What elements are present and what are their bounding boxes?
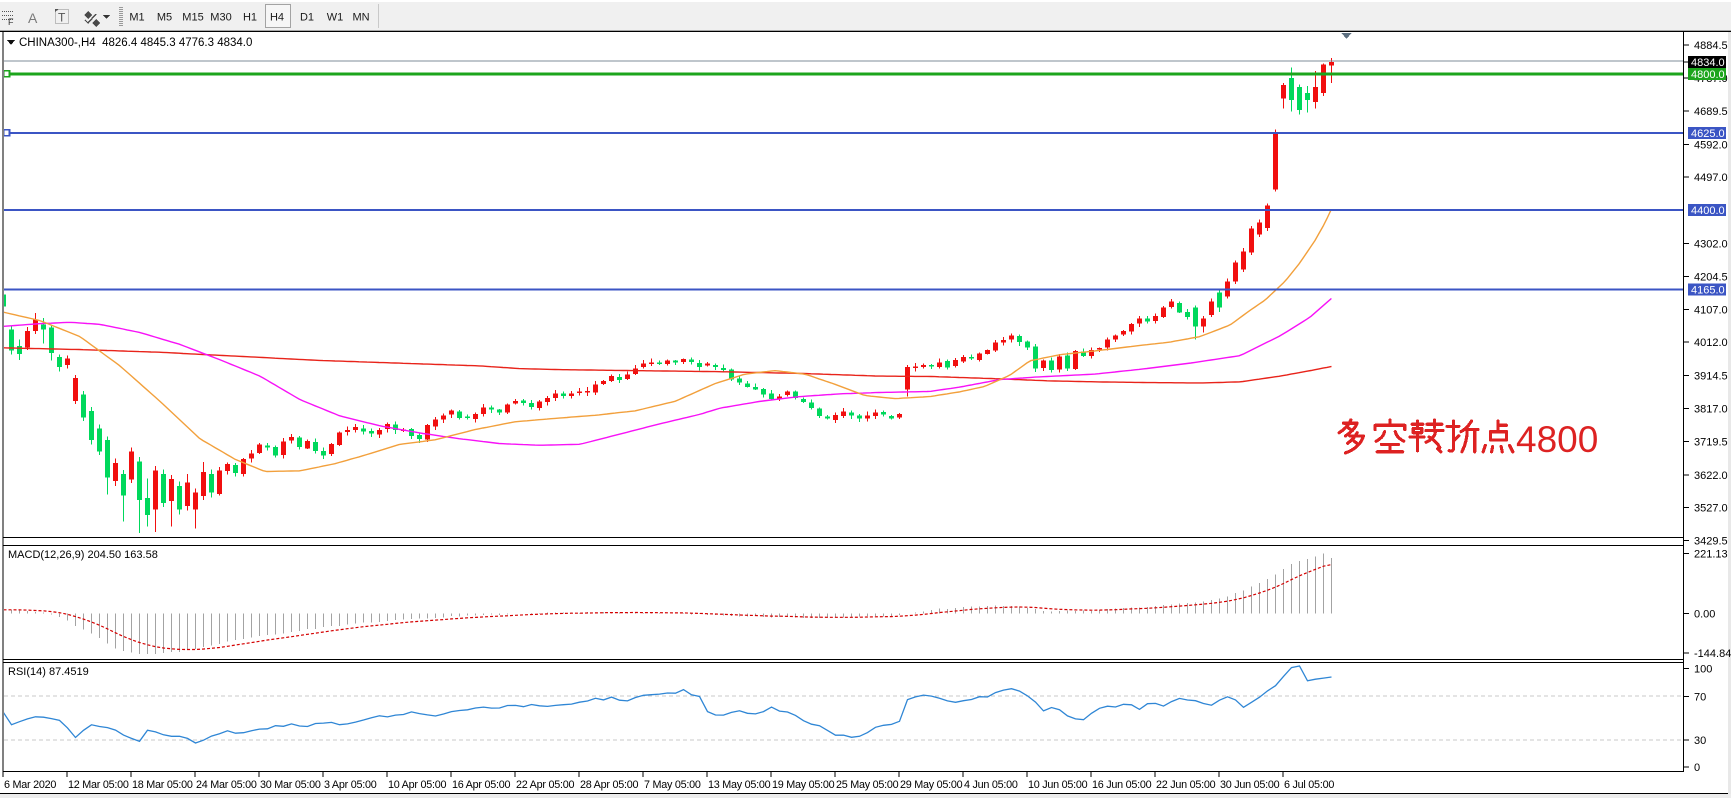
svg-text:3622.0: 3622.0: [1694, 470, 1728, 482]
svg-text:4884.5: 4884.5: [1694, 40, 1728, 52]
svg-text:3914.5: 3914.5: [1694, 370, 1728, 382]
svg-text:4497.0: 4497.0: [1694, 172, 1728, 184]
svg-text:3429.5: 3429.5: [1694, 536, 1728, 548]
svg-text:16 Jun 05:00: 16 Jun 05:00: [1092, 779, 1152, 791]
svg-text:12 Mar 05:00: 12 Mar 05:00: [68, 779, 129, 791]
svg-text:70: 70: [1694, 691, 1706, 703]
svg-text:F: F: [8, 17, 14, 27]
svg-text:4165.0: 4165.0: [1691, 284, 1725, 296]
svg-text:4012.0: 4012.0: [1694, 337, 1728, 349]
svg-text:24 Mar 05:00: 24 Mar 05:00: [196, 779, 257, 791]
svg-text:100: 100: [1694, 664, 1712, 676]
svg-text:4800: 4800: [1516, 419, 1598, 460]
svg-text:6 Mar 2020: 6 Mar 2020: [4, 779, 56, 791]
svg-text:19 May 05:00: 19 May 05:00: [772, 779, 835, 791]
svg-text:10 Apr 05:00: 10 Apr 05:00: [388, 779, 446, 791]
svg-text:4625.0: 4625.0: [1691, 128, 1725, 140]
svg-text:6 Jul 05:00: 6 Jul 05:00: [1284, 779, 1334, 791]
svg-text:30: 30: [1694, 735, 1706, 747]
svg-text:0.00: 0.00: [1694, 609, 1715, 621]
svg-text:4204.5: 4204.5: [1694, 272, 1728, 284]
svg-text:4800.0: 4800.0: [1691, 69, 1725, 81]
svg-text:MACD(12,26,9) 204.50 163.58: MACD(12,26,9) 204.50 163.58: [8, 549, 158, 561]
svg-text:H1: H1: [243, 12, 257, 24]
svg-text:D1: D1: [300, 12, 314, 24]
svg-text:3719.5: 3719.5: [1694, 437, 1728, 449]
svg-text:221.13: 221.13: [1694, 549, 1728, 561]
svg-text:M5: M5: [157, 12, 172, 24]
svg-text:0: 0: [1694, 762, 1700, 774]
svg-text:MN: MN: [352, 12, 369, 24]
svg-text:3527.0: 3527.0: [1694, 502, 1728, 514]
svg-text:30 Mar 05:00: 30 Mar 05:00: [260, 779, 321, 791]
svg-text:25 May 05:00: 25 May 05:00: [836, 779, 899, 791]
svg-text:W1: W1: [327, 12, 344, 24]
svg-text:M1: M1: [129, 12, 144, 24]
svg-text:30 Jun 05:00: 30 Jun 05:00: [1220, 779, 1280, 791]
svg-text:RSI(14) 87.4519: RSI(14) 87.4519: [8, 666, 89, 678]
svg-text:-144.84: -144.84: [1694, 648, 1731, 660]
svg-text:4 Jun 05:00: 4 Jun 05:00: [964, 779, 1018, 791]
svg-text:29 May 05:00: 29 May 05:00: [900, 779, 963, 791]
svg-text:18 Mar 05:00: 18 Mar 05:00: [132, 779, 193, 791]
svg-text:7 May 05:00: 7 May 05:00: [644, 779, 701, 791]
svg-text:3817.0: 3817.0: [1694, 404, 1728, 416]
svg-text:28 Apr 05:00: 28 Apr 05:00: [580, 779, 638, 791]
svg-text:T: T: [58, 11, 66, 25]
svg-text:4400.0: 4400.0: [1691, 205, 1725, 217]
svg-text:CHINA300-,H4 4826.4 4845.3 47: CHINA300-,H4 4826.4 4845.3 4776.3 4834.0: [19, 37, 252, 49]
svg-text:4107.0: 4107.0: [1694, 305, 1728, 317]
svg-text:4592.0: 4592.0: [1694, 139, 1728, 151]
svg-text:4302.0: 4302.0: [1694, 238, 1728, 250]
svg-text:A: A: [28, 10, 38, 26]
svg-text:M30: M30: [210, 12, 231, 24]
svg-text:3 Apr 05:00: 3 Apr 05:00: [324, 779, 377, 791]
svg-text:M15: M15: [182, 12, 203, 24]
svg-text:22 Jun 05:00: 22 Jun 05:00: [1156, 779, 1216, 791]
svg-text:22 Apr 05:00: 22 Apr 05:00: [516, 779, 574, 791]
svg-text:4834.0: 4834.0: [1691, 57, 1725, 69]
svg-text:10 Jun 05:00: 10 Jun 05:00: [1028, 779, 1088, 791]
svg-text:16 Apr 05:00: 16 Apr 05:00: [452, 779, 510, 791]
svg-text:H4: H4: [270, 12, 284, 24]
svg-text:13 May 05:00: 13 May 05:00: [708, 779, 771, 791]
svg-text:4689.5: 4689.5: [1694, 106, 1728, 118]
